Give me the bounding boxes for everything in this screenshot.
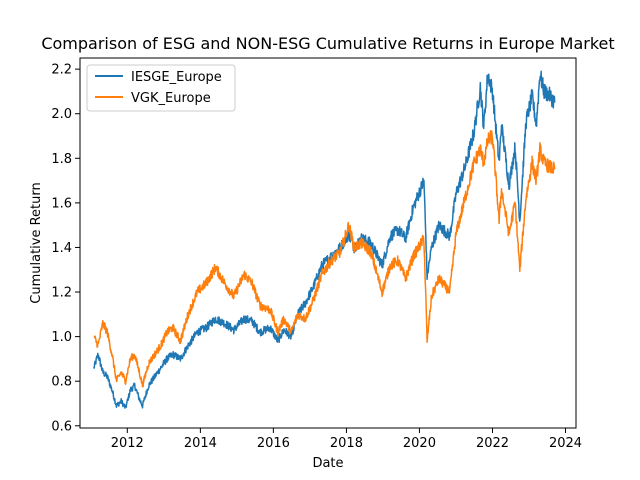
plot-frame <box>79 57 577 429</box>
y-axis: 0.6 0.8 1.0 1.2 1.4 1.6 1.8 2.0 2.2 <box>51 63 80 434</box>
y-tick-label: 2.0 <box>51 107 72 122</box>
legend-label-iesge-europe: IESGE_Europe <box>131 70 222 85</box>
y-tick-label: 1.6 <box>51 196 72 211</box>
x-tick-label: 2018 <box>330 436 363 451</box>
x-tick-label: 2022 <box>476 436 509 451</box>
y-tick-label: 1.8 <box>51 152 72 167</box>
series-line-iesge-europe <box>93 70 556 409</box>
y-tick-label: 1.4 <box>51 241 72 256</box>
y-tick-label: 1.0 <box>51 330 72 345</box>
y-tick-label: 1.2 <box>51 286 72 301</box>
legend-label-vgk-europe: VGK_Europe <box>131 91 211 106</box>
x-tick-label: 2024 <box>549 436 582 451</box>
series-layer <box>93 70 556 409</box>
y-tick-label: 0.6 <box>51 419 72 434</box>
x-tick-label: 2016 <box>257 436 290 451</box>
x-axis-label: Date <box>312 456 343 471</box>
x-axis: 2012 2014 2016 2018 2020 2022 2024 <box>111 428 582 451</box>
y-axis-label: Cumulative Return <box>29 182 44 303</box>
series-line-vgk-europe <box>93 130 556 388</box>
legend-frame <box>86 64 236 112</box>
x-tick-label: 2012 <box>111 436 144 451</box>
legend: IESGE_Europe VGK_Europe <box>86 64 236 112</box>
x-tick-label: 2014 <box>184 436 217 451</box>
y-tick-label: 2.2 <box>51 63 72 78</box>
y-tick-label: 0.8 <box>51 375 72 390</box>
chart-title: Comparison of ESG and NON-ESG Cumulative… <box>41 34 614 53</box>
x-tick-label: 2020 <box>403 436 436 451</box>
